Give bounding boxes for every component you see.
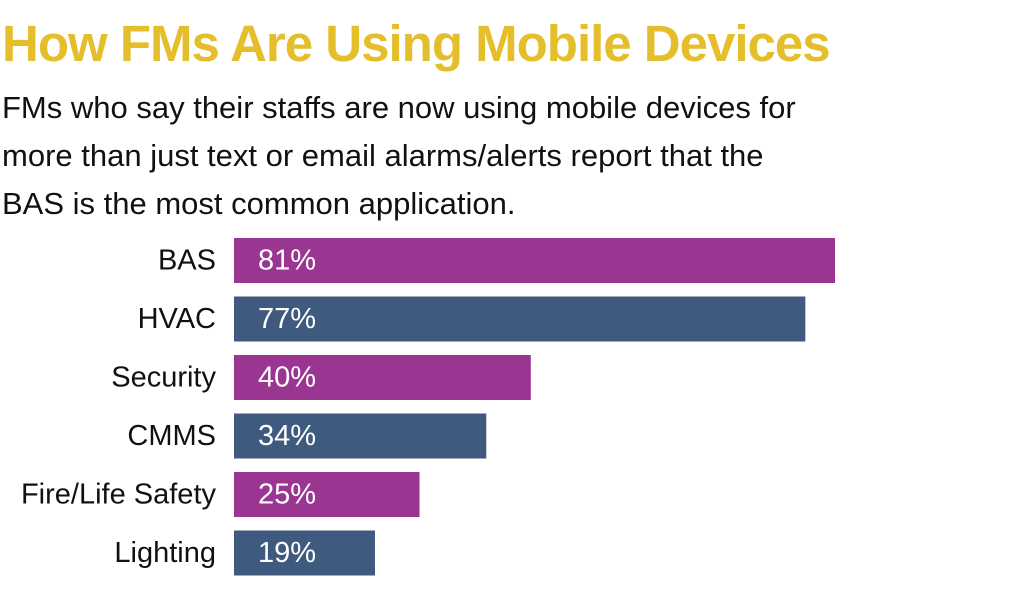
bar — [234, 238, 836, 283]
data-label: 34% — [258, 420, 316, 452]
bar — [234, 355, 531, 400]
category-label: Fire/Life Safety — [21, 479, 217, 511]
bar-group: Lighting 19% — [114, 530, 375, 576]
bar-group: Fire/Life Safety 25% — [21, 472, 420, 517]
subtitle-line: more than just text or email alarms/aler… — [2, 138, 764, 173]
bar-group: Security 40% — [111, 355, 531, 400]
data-label: 77% — [258, 303, 316, 335]
subtitle-line: BAS is the most common application. — [2, 186, 516, 221]
bar — [234, 413, 487, 459]
category-label: Lighting — [114, 537, 216, 569]
data-label: 40% — [258, 362, 316, 394]
bar-group: BAS 81% — [158, 238, 836, 283]
bar — [234, 530, 375, 576]
bar-chart: BAS 81% HVAC 77% Security 40% CMMS 34% Fire/Life… — [21, 238, 836, 576]
category-label: Security — [111, 362, 216, 394]
category-label: HVAC — [138, 303, 216, 335]
page-title: How FMs Are Using Mobile Devices — [2, 15, 831, 72]
category-label: CMMS — [127, 420, 216, 452]
bar — [234, 472, 420, 517]
bar — [234, 296, 806, 342]
chart-subtitle: FMs who say their staffs are now using m… — [2, 84, 882, 228]
bar-group: CMMS 34% — [127, 413, 487, 459]
data-label: 19% — [258, 537, 316, 569]
category-label: BAS — [158, 245, 216, 277]
subtitle-line: FMs who say their staffs are now using m… — [2, 90, 796, 125]
data-label: 25% — [258, 479, 316, 511]
bar-group: HVAC 77% — [138, 296, 806, 342]
data-label: 81% — [258, 245, 316, 277]
